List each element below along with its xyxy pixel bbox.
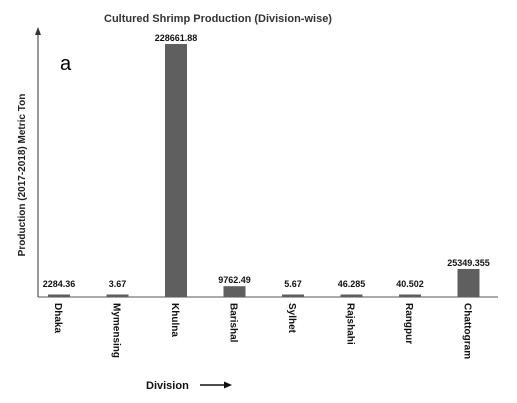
x-axis-label: Division <box>146 380 189 392</box>
value-label-rangpur: 40.502 <box>396 279 424 289</box>
bar-dhaka <box>48 294 70 297</box>
category-label-chattogram: Chattogram <box>462 303 473 359</box>
bars-group <box>48 44 480 297</box>
category-label-mymensing: Mymensing <box>111 303 122 358</box>
category-label-rajshahi: Rajshahi <box>345 303 356 345</box>
value-label-khulna: 228661.88 <box>155 33 198 43</box>
value-labels-group: 2284.36 3.67 228661.88 9762.49 5.67 46.285 40.… <box>43 33 490 289</box>
category-label-barishal: Barishal <box>228 303 239 343</box>
category-label-khulna: Khulna <box>169 303 180 337</box>
value-label-barishal: 9762.49 <box>218 275 251 285</box>
bar-barishal <box>223 286 246 297</box>
bar-mymensing <box>106 294 129 297</box>
category-label-rangpur: Rangpur <box>403 303 414 344</box>
bar-rangpur <box>399 294 421 297</box>
x-axis-arrowhead-icon <box>224 381 232 389</box>
category-label-sylhet: Sylhet <box>286 303 297 334</box>
value-label-chattogram: 25349.355 <box>447 258 490 268</box>
bar-chattogram <box>457 269 480 297</box>
value-label-rajshahi: 46.285 <box>338 279 366 289</box>
y-axis-arrow-icon <box>35 27 41 35</box>
panel-label: a <box>60 53 72 75</box>
bar-khulna <box>165 44 187 297</box>
bar-rajshahi <box>340 294 363 297</box>
value-label-dhaka: 2284.36 <box>43 279 76 289</box>
chart-title: Cultured Shrimp Production (Division-wis… <box>104 13 332 25</box>
category-label-dhaka: Dhaka <box>52 303 63 333</box>
value-label-sylhet: 5.67 <box>284 279 302 289</box>
bar-sylhet <box>282 294 304 297</box>
value-label-mymensing: 3.67 <box>109 279 127 289</box>
category-labels-group: Dhaka Mymensing Khulna Barishal Sylhet Rajsha… <box>52 303 473 359</box>
y-axis-label: Production (2017-2018) Metric Ton <box>17 94 28 257</box>
